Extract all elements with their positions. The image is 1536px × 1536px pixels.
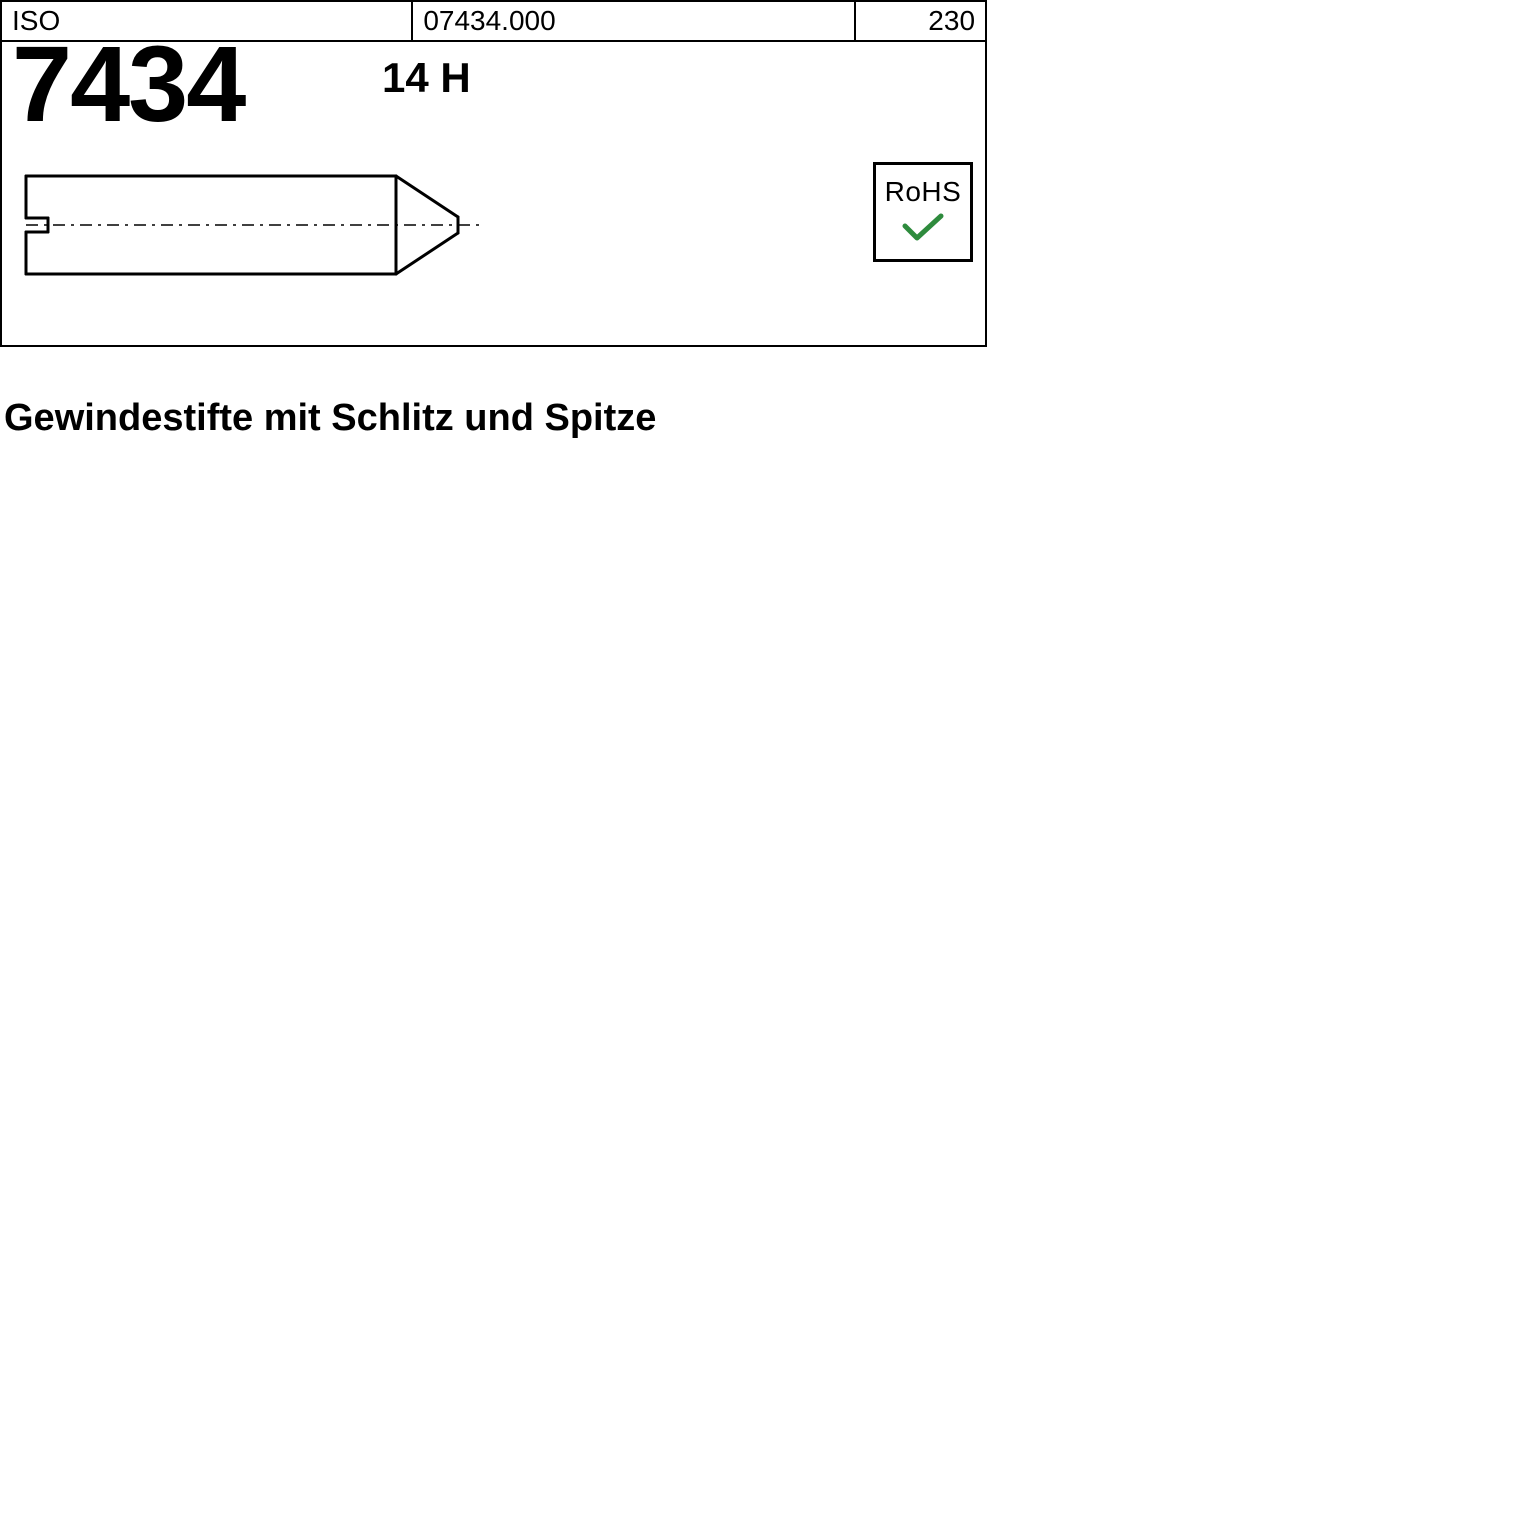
main-left: 7434 <box>2 42 415 345</box>
product-description: Gewindestifte mit Schlitz und Spitze <box>4 397 987 440</box>
main-panel: 7434 14 H RoHS <box>0 42 987 347</box>
datasheet-page: ISO 07434.000 230 7434 14 H RoHS Gewinde… <box>0 0 987 440</box>
standard-number: 7434 <box>12 30 405 138</box>
set-screw-drawing <box>22 166 502 286</box>
rohs-badge: RoHS <box>873 162 973 262</box>
header-part-code: 07434.000 <box>413 2 856 40</box>
header-ref-number: 230 <box>856 2 985 40</box>
hardness-grade: 14 H <box>382 54 471 102</box>
rohs-label: RoHS <box>885 176 962 208</box>
rohs-check-icon <box>901 212 945 247</box>
